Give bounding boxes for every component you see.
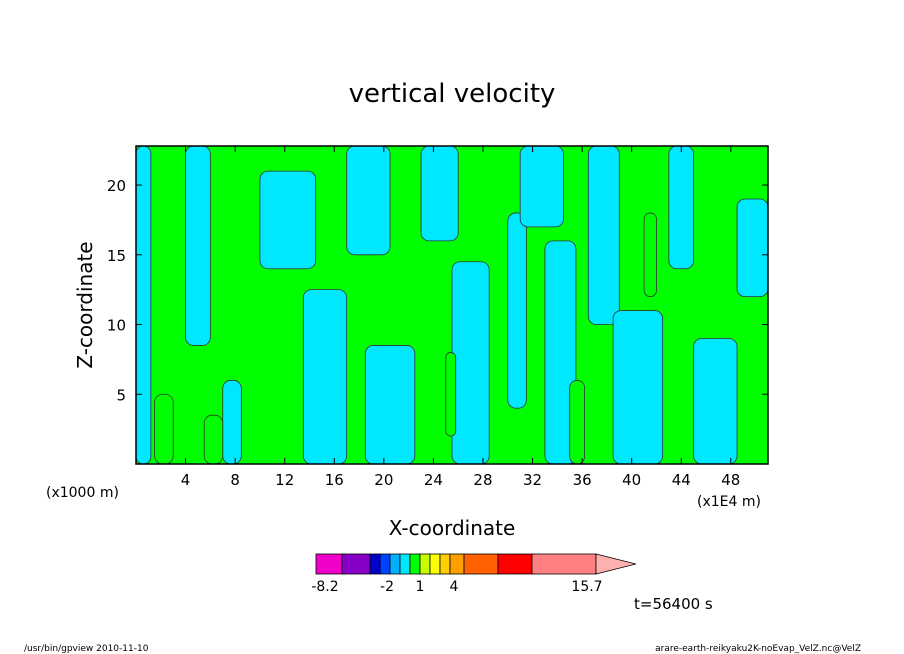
plot-frame	[135, 145, 769, 465]
colorbar-segment	[379, 553, 391, 575]
colorbar	[315, 553, 637, 575]
contour-region-negative-1	[185, 145, 211, 346]
y-tick-label: 15	[107, 247, 126, 265]
contour-region-positive-20	[569, 379, 585, 465]
contour-region-negative-7	[420, 145, 459, 242]
y-tick-label: 10	[107, 317, 126, 335]
x-tick-label: 28	[473, 471, 492, 489]
contour-region-negative-0	[135, 145, 152, 465]
colorbar-segment	[369, 553, 381, 575]
y-axis-label: Z-coordinate	[73, 241, 97, 368]
colorbar-segment	[429, 553, 441, 575]
time-label: t=56400 s	[634, 595, 713, 613]
contour-region-positive-21	[643, 212, 657, 298]
x-tick-label: 8	[230, 471, 240, 489]
x-unit-left: (x1000 m)	[46, 485, 119, 501]
contour-region-negative-10	[519, 145, 564, 228]
contour-region-negative-16	[736, 198, 769, 298]
x-tick-label: 4	[181, 471, 191, 489]
x-tick-label: 40	[622, 471, 641, 489]
colorbar-segment	[439, 553, 451, 575]
colorbar-segment	[419, 553, 431, 575]
colorbar-label: -2	[380, 579, 394, 595]
x-tick-label: 36	[573, 471, 592, 489]
colorbar-segment	[399, 553, 411, 575]
contour-regions	[135, 145, 769, 465]
x-tick-label: 16	[325, 471, 344, 489]
contour-region-negative-4	[302, 289, 348, 465]
x-tick-label: 44	[672, 471, 691, 489]
contour-region-negative-13	[612, 310, 664, 465]
x-axis-label: X-coordinate	[389, 516, 516, 540]
footer-left: /usr/bin/gpview 2010-11-10	[24, 644, 149, 654]
y-tick-label: 20	[107, 177, 126, 195]
chart-title: vertical velocity	[349, 79, 556, 109]
x-axis-ticks: 4 8 12 16 20 24 28 32 36 40 44 48	[181, 146, 740, 489]
colorbar-labels: -8.2 -2 1 4 15.7	[311, 579, 602, 595]
contour-region-negative-9	[507, 212, 527, 409]
x-unit-right: (x1E4 m)	[697, 494, 761, 510]
colorbar-segment	[497, 553, 533, 575]
x-tick-label: 32	[523, 471, 542, 489]
x-tick-label: 48	[721, 471, 740, 489]
contour-region-negative-3	[259, 170, 317, 270]
colorbar-segment	[449, 553, 465, 575]
colorbar-segment	[315, 553, 343, 575]
contour-region-positive-19	[445, 352, 457, 437]
y-tick-label: 5	[116, 386, 126, 404]
contour-region-negative-12	[587, 145, 620, 325]
colorbar-label: -8.2	[311, 579, 338, 595]
x-tick-label: 12	[275, 471, 294, 489]
x-tick-label: 20	[374, 471, 393, 489]
colorbar-segment	[341, 553, 371, 575]
contour-region-negative-6	[364, 345, 416, 465]
colorbar-segment	[409, 553, 421, 575]
colorbar-segment	[531, 553, 597, 575]
colorbar-label: 4	[450, 579, 459, 595]
x-tick-label: 24	[424, 471, 443, 489]
colorbar-label: 15.7	[571, 579, 602, 595]
contour-region-positive-18	[203, 414, 224, 465]
colorbar-segment	[463, 553, 499, 575]
contour-region-negative-2	[222, 379, 242, 465]
contour-region-positive-17	[154, 393, 174, 465]
colorbar-arrow	[595, 553, 637, 575]
colorbar-segment	[389, 553, 401, 575]
footer-right: arare-earth-reikyaku2K-noEvap_VelZ.nc@Ve…	[655, 644, 861, 654]
contour-region-negative-5	[346, 145, 391, 256]
y-axis-ticks: 5 10 15 20	[107, 177, 768, 404]
contour-region-negative-8	[451, 261, 490, 465]
contour-region-negative-14	[668, 145, 695, 270]
colorbar-label: 1	[416, 579, 425, 595]
contour-region-negative-15	[693, 338, 738, 465]
